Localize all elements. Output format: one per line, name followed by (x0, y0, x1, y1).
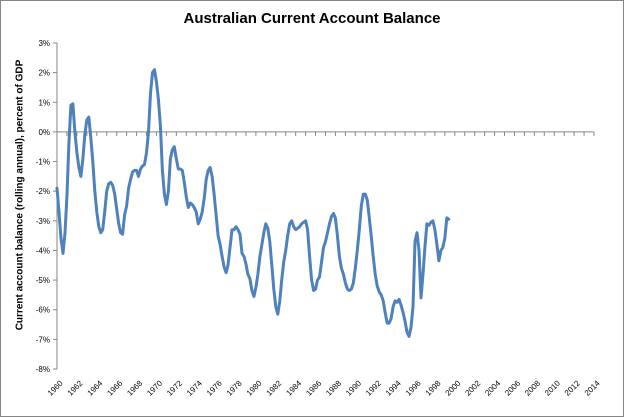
y-tick-label: 0% (38, 128, 50, 137)
x-tick-label: 2010 (543, 378, 562, 397)
x-tick-label: 1972 (165, 378, 184, 397)
y-tick-label: 1% (38, 98, 50, 107)
x-tick-label: 2002 (463, 378, 482, 397)
x-tick-label: 1976 (205, 378, 224, 397)
x-tick-label: 1998 (424, 378, 443, 397)
x-tick-label: 1980 (245, 378, 264, 397)
y-tick-label: -3% (36, 217, 50, 226)
y-axis: 3% 2% 1% 0% -1% -2% -3% -4% -5% -6% -7% -8% (36, 39, 58, 374)
x-tick-label: 1978 (225, 378, 244, 397)
x-tick-label: 1986 (304, 378, 323, 397)
series-group (55, 68, 451, 338)
x-tick-label: 1968 (125, 378, 144, 397)
series-line (55, 68, 451, 338)
y-tick-label: -5% (36, 276, 50, 285)
x-axis: 1960 1962 1964 1966 1968 1970 1972 1974 1976 1978… (46, 131, 602, 398)
x-tick-label: 1992 (364, 378, 383, 397)
x-tick-label: 1996 (404, 378, 423, 397)
x-tick-label: 2006 (503, 378, 522, 397)
x-tick-label: 1984 (284, 378, 303, 397)
x-tick-label: 1994 (384, 378, 403, 397)
y-tick-label: -7% (36, 335, 50, 344)
x-tick-label: 1966 (105, 378, 124, 397)
x-tick-label: 2012 (563, 378, 582, 397)
x-tick-label: 1982 (265, 378, 284, 397)
y-tick-label: 2% (38, 69, 50, 78)
x-tick-label: 2014 (583, 378, 602, 397)
y-tick-label: -2% (36, 187, 50, 196)
x-tick-label: 1964 (86, 378, 105, 397)
x-tick-label: 1960 (46, 378, 65, 397)
y-tick-label: -4% (36, 246, 50, 255)
chart-title: Australian Current Account Balance (183, 10, 441, 27)
x-tick-label: 2004 (483, 378, 502, 397)
x-tick-label: 1970 (145, 378, 164, 397)
y-tick-label: -8% (36, 365, 50, 374)
x-tick-label: 1962 (66, 378, 85, 397)
y-tick-label: -6% (36, 306, 50, 315)
y-tick-label: 3% (38, 39, 50, 48)
x-tick-label: 2008 (523, 378, 542, 397)
x-tick-label: 1974 (185, 378, 204, 397)
x-tick-label: 2000 (444, 378, 463, 397)
x-tick-label: 1988 (324, 378, 343, 397)
y-tick-label: -1% (36, 158, 50, 167)
x-tick-label: 1990 (344, 378, 363, 397)
